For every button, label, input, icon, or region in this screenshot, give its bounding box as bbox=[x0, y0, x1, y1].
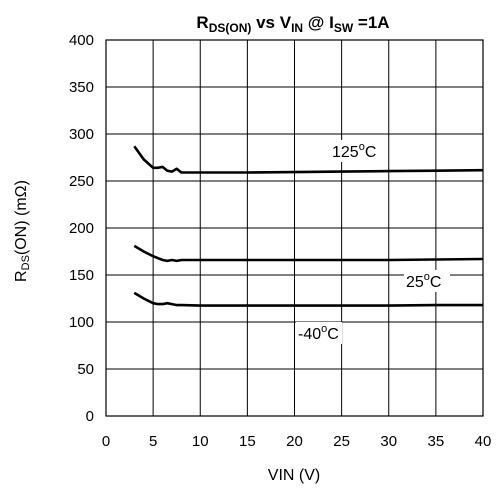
x-tick-label: 25 bbox=[333, 433, 350, 450]
y-axis-label: RDS(ON) (mΩ) bbox=[13, 180, 32, 282]
x-tick-label: 20 bbox=[286, 433, 303, 450]
x-tick-label: 15 bbox=[239, 433, 256, 450]
x-tick-label: 5 bbox=[149, 433, 157, 450]
y-tick-label: 50 bbox=[77, 361, 94, 378]
y-tick-label: 200 bbox=[69, 220, 94, 237]
x-axis-label: VIN (V) bbox=[268, 467, 320, 484]
series-label: -40oC bbox=[298, 323, 339, 343]
y-tick-label: 250 bbox=[69, 173, 94, 190]
y-tick-label: 300 bbox=[69, 126, 94, 143]
series-label-background bbox=[330, 140, 386, 162]
series-labels: 125oC 25oC -40oC bbox=[296, 140, 450, 344]
plot-frame bbox=[105, 39, 484, 417]
series-line bbox=[133, 244, 484, 263]
x-tick-label: 0 bbox=[102, 433, 110, 450]
x-tick-label: 35 bbox=[428, 433, 445, 450]
series-label: 25oC bbox=[406, 271, 441, 291]
series-line bbox=[133, 291, 483, 307]
y-tick-labels: 0 50 100 150 200 250 300 350 400 bbox=[69, 32, 94, 425]
series-label: 125oC bbox=[332, 141, 376, 161]
y-tick-label: 150 bbox=[69, 267, 94, 284]
gridlines bbox=[105, 39, 484, 417]
x-tick-label: 30 bbox=[380, 433, 397, 450]
y-tick-label: 0 bbox=[86, 408, 94, 425]
series-label-background bbox=[404, 270, 450, 292]
x-tick-label: 10 bbox=[192, 433, 209, 450]
series-group bbox=[133, 145, 484, 307]
y-tick-label: 350 bbox=[69, 79, 94, 96]
series-line bbox=[133, 145, 484, 174]
y-tick-label: 400 bbox=[69, 32, 94, 49]
x-tick-labels: 0 5 10 15 20 25 30 35 40 bbox=[102, 433, 492, 450]
x-tick-label: 40 bbox=[475, 433, 492, 450]
y-tick-label: 100 bbox=[69, 314, 94, 331]
series-label-background bbox=[296, 322, 342, 344]
chart-title: RDS(ON) vs VIN @ ISW =1A bbox=[196, 13, 389, 35]
